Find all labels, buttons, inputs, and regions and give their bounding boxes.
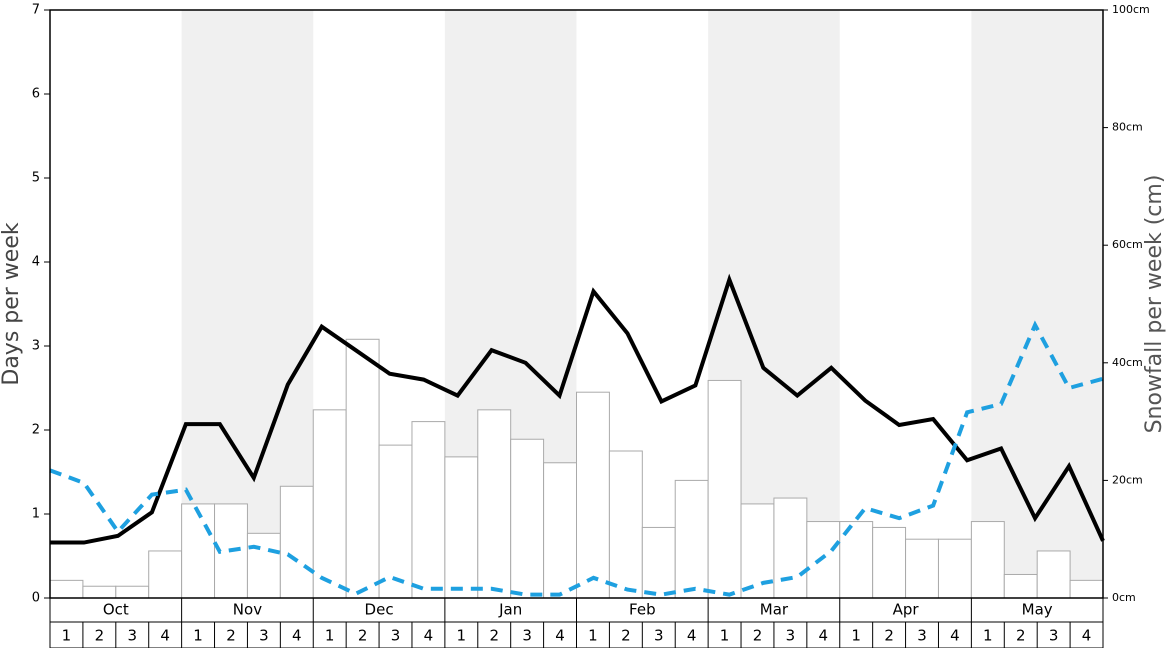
- bar: [576, 391, 610, 599]
- bar: [246, 532, 281, 599]
- y2-tick-label: 80cm: [1112, 121, 1143, 134]
- bar: [181, 503, 216, 599]
- bar: [82, 585, 117, 599]
- bar: [279, 485, 314, 599]
- x-tick-label: 1: [851, 627, 861, 645]
- bar: [444, 456, 479, 599]
- y-tick-label: 1: [32, 507, 40, 522]
- x-tick-label: 4: [160, 627, 170, 645]
- bar: [510, 438, 545, 599]
- y-tick-label: 7: [32, 3, 40, 18]
- y2-tick-label: 0cm: [1112, 591, 1136, 604]
- month-label: Feb: [629, 601, 656, 619]
- bar: [806, 521, 841, 599]
- y2-tick-label: 60cm: [1112, 238, 1143, 251]
- month-shade: [971, 10, 1103, 598]
- x-tick-label: 2: [358, 627, 368, 645]
- bar: [773, 497, 808, 599]
- bar: [345, 338, 380, 599]
- bar: [1036, 550, 1071, 599]
- y-tick-label: 6: [32, 87, 40, 102]
- bar: [970, 521, 1005, 599]
- y-tick-label: 5: [32, 171, 40, 186]
- x-tick-label: 4: [555, 627, 565, 645]
- bar: [477, 409, 512, 599]
- x-tick-label: 1: [588, 627, 598, 645]
- bar: [378, 444, 413, 599]
- x-tick-label: 1: [325, 627, 335, 645]
- bar: [641, 526, 676, 599]
- y-tick-label: 4: [32, 255, 40, 270]
- bar: [49, 579, 84, 599]
- line: [50, 273, 1105, 545]
- x-tick-label: 4: [687, 627, 697, 645]
- x-tick-label: 3: [259, 627, 269, 645]
- x-tick-label: 2: [95, 627, 105, 645]
- y2-tick-label: 40cm: [1112, 356, 1143, 369]
- y-tick-label: 0: [32, 591, 40, 606]
- x-tick-label: 4: [292, 627, 302, 645]
- line: [49, 320, 1104, 597]
- x-tick-label: 3: [127, 627, 137, 645]
- x-tick-label: 3: [654, 627, 664, 645]
- bar: [937, 538, 972, 599]
- bar: [707, 379, 742, 599]
- x-tick-label: 3: [1049, 627, 1059, 645]
- x-tick-label: 1: [720, 627, 730, 645]
- month-label: Oct: [103, 601, 129, 619]
- bar: [674, 479, 709, 599]
- month-label: Dec: [365, 601, 394, 619]
- y-tick-label: 2: [32, 423, 40, 438]
- x-tick-label: 4: [424, 627, 434, 645]
- y2-tick-label: 20cm: [1112, 473, 1143, 486]
- x-tick-label: 1: [193, 627, 203, 645]
- x-tick-label: 3: [391, 627, 401, 645]
- x-tick-label: 2: [884, 627, 894, 645]
- x-tick-label: 1: [62, 627, 72, 645]
- bar: [148, 550, 183, 599]
- bar: [115, 585, 150, 599]
- y2-tick-label: 100cm: [1112, 3, 1150, 16]
- month-label: Nov: [233, 601, 262, 619]
- x-tick-label: 4: [950, 627, 960, 645]
- x-tick-label: 2: [753, 627, 763, 645]
- x-tick-label: 2: [489, 627, 499, 645]
- month-label: May: [1022, 601, 1053, 619]
- bar: [905, 538, 939, 599]
- y-axis-label: Days per week: [0, 222, 24, 385]
- y2-axis-label: Snowfall per week (cm): [1142, 175, 1167, 434]
- x-tick-label: 3: [917, 627, 927, 645]
- x-tick-label: 2: [621, 627, 631, 645]
- x-tick-label: 3: [522, 627, 532, 645]
- month-label: Jan: [498, 601, 522, 619]
- x-tick-label: 4: [1082, 627, 1092, 645]
- bar: [872, 526, 907, 599]
- x-tick-label: 1: [983, 627, 993, 645]
- x-tick-label: 1: [457, 627, 467, 645]
- x-tick-label: 2: [226, 627, 236, 645]
- bar: [543, 462, 577, 599]
- bar: [411, 421, 446, 599]
- x-tick-label: 2: [1016, 627, 1026, 645]
- month-label: Mar: [760, 601, 789, 619]
- bar: [608, 450, 643, 599]
- bar: [1069, 579, 1104, 599]
- x-tick-label: 4: [819, 627, 829, 645]
- y-tick-label: 3: [32, 339, 40, 354]
- bar: [312, 409, 347, 599]
- bar: [1003, 573, 1038, 599]
- month-label: Apr: [893, 601, 920, 619]
- x-tick-label: 3: [786, 627, 796, 645]
